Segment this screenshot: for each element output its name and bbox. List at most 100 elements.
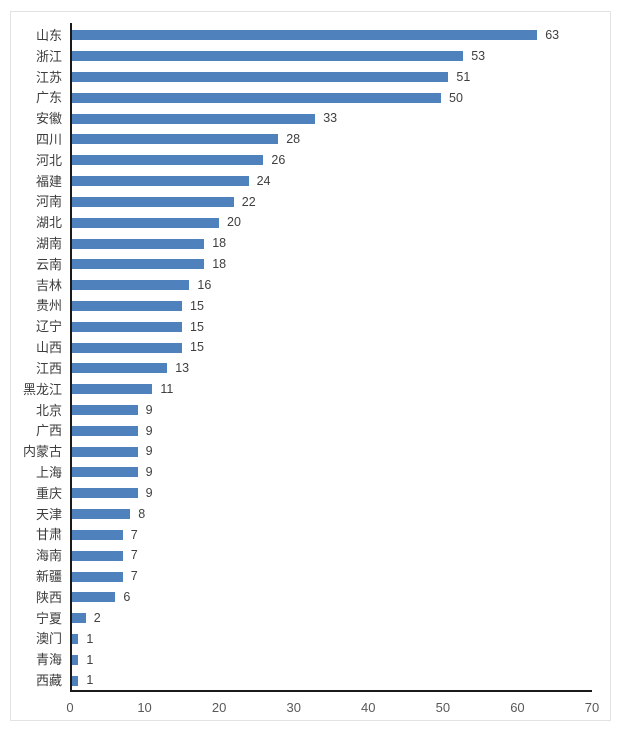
bar-track: 9 — [71, 441, 589, 462]
bar-row: 江苏 51 — [9, 67, 589, 88]
bar-value-label: 24 — [256, 173, 271, 188]
bar — [71, 238, 205, 249]
y-axis-label: 重庆 — [35, 485, 62, 501]
bar-value-label: 50 — [449, 90, 463, 105]
bar-value-label: 7 — [130, 569, 138, 584]
bar-value-label: 18 — [212, 236, 227, 251]
bar-row: 安徽 33 — [9, 108, 589, 129]
bar-row: 陕西 6 — [9, 587, 589, 608]
bar-row: 甘肃 7 — [9, 525, 589, 546]
bar-track: 15 — [71, 316, 589, 337]
bar-track: 9 — [71, 400, 589, 421]
bar-row: 江西 13 — [9, 358, 589, 379]
bar-track: 13 — [71, 358, 589, 379]
y-axis-label: 吉林 — [35, 277, 62, 293]
bar-track: 33 — [71, 108, 589, 129]
y-axis-label: 天津 — [35, 506, 62, 522]
bar-row: 内蒙古 9 — [9, 441, 589, 462]
bar-value-label: 1 — [86, 652, 94, 667]
x-axis-tick-label: 10 — [137, 700, 152, 715]
y-axis-label: 上海 — [35, 464, 62, 480]
bar-value-label: 1 — [86, 631, 94, 646]
bar-row: 云南 18 — [9, 254, 589, 275]
bar-value-label: 1 — [86, 673, 94, 688]
bar — [71, 550, 123, 561]
y-axis-label: 四川 — [35, 131, 62, 147]
bar-value-label: 9 — [145, 423, 153, 438]
bar-track: 9 — [71, 483, 589, 504]
y-axis-label: 宁夏 — [35, 610, 62, 626]
bar-row: 海南 7 — [9, 545, 589, 566]
y-axis-label: 湖南 — [35, 236, 62, 252]
y-axis-label: 贵州 — [35, 298, 62, 314]
bar-value-label: 15 — [190, 298, 204, 313]
y-axis-label: 云南 — [35, 256, 62, 272]
bar-track: 1 — [71, 629, 589, 650]
bar — [71, 134, 279, 145]
bar — [71, 196, 234, 207]
bar-row: 重庆 9 — [9, 483, 589, 504]
bar-track: 53 — [71, 46, 589, 67]
bar-track: 7 — [71, 525, 589, 546]
bar-value-label: 26 — [271, 153, 286, 168]
bar — [71, 72, 449, 83]
bar-value-label: 16 — [197, 277, 212, 292]
bar-row: 四川 28 — [9, 129, 589, 150]
x-axis-tick-label: 60 — [510, 700, 525, 715]
y-axis-label: 江苏 — [35, 69, 62, 85]
bar-track: 1 — [71, 649, 589, 670]
y-axis-label: 西藏 — [35, 673, 62, 689]
bar-track: 7 — [71, 566, 589, 587]
x-axis-tick-label: 50 — [435, 700, 451, 715]
bar — [71, 654, 79, 665]
bar — [71, 509, 131, 520]
y-axis-label: 浙江 — [35, 48, 62, 64]
bar-track: 15 — [71, 296, 589, 317]
bar — [71, 176, 249, 187]
bar — [71, 51, 464, 62]
bar-row: 福建 24 — [9, 171, 589, 192]
bar-row: 黑龙江 11 — [9, 379, 589, 400]
bar — [71, 488, 138, 499]
bar-row: 辽宁 15 — [9, 316, 589, 337]
bar-track: 9 — [71, 420, 589, 441]
bar-track: 6 — [71, 587, 589, 608]
bar-value-label: 8 — [138, 506, 146, 521]
y-axis-label: 北京 — [35, 402, 62, 418]
bar-row: 浙江 53 — [9, 46, 589, 67]
bar-track: 2 — [71, 608, 589, 629]
y-axis-label: 澳门 — [35, 631, 62, 647]
bar-track: 18 — [71, 254, 589, 275]
x-axis-tick-label: 20 — [211, 700, 227, 715]
y-axis-label: 广西 — [35, 423, 62, 439]
x-axis-ticks: 0 10 20 30 40 50 60 70 — [66, 698, 599, 718]
bar-value-label: 6 — [123, 590, 131, 605]
bar-track: 51 — [71, 67, 589, 88]
bar-row: 河北 26 — [9, 150, 589, 171]
bar-value-label: 33 — [323, 111, 338, 126]
bar-track: 9 — [71, 462, 589, 483]
bar — [71, 675, 79, 686]
bar — [71, 613, 86, 624]
y-axis-label: 广东 — [35, 90, 62, 106]
bar — [71, 446, 138, 457]
bar-chart: 山东 63 浙江 53 江苏 51 广东 50 安徽 33 四川 28 河北 26 福建 24 河南 22 湖北 20… — [9, 25, 589, 691]
bar — [71, 633, 79, 644]
y-axis-label: 河北 — [35, 152, 62, 168]
bar-row: 山东 63 — [9, 25, 589, 46]
y-axis-label: 福建 — [35, 173, 62, 189]
bar — [71, 425, 138, 436]
bar — [71, 300, 182, 311]
bar-value-label: 9 — [145, 402, 153, 417]
y-axis-label: 甘肃 — [35, 527, 62, 543]
bar-track: 1 — [71, 670, 589, 691]
bar-track: 15 — [71, 337, 589, 358]
bar-track: 22 — [71, 192, 589, 213]
bar-row: 河南 22 — [9, 192, 589, 213]
y-axis-label: 山西 — [35, 340, 62, 356]
bar — [71, 363, 168, 374]
bar-row: 上海 9 — [9, 462, 589, 483]
bar-track: 24 — [71, 171, 589, 192]
y-axis-label: 新疆 — [35, 569, 62, 585]
bar-track: 7 — [71, 545, 589, 566]
